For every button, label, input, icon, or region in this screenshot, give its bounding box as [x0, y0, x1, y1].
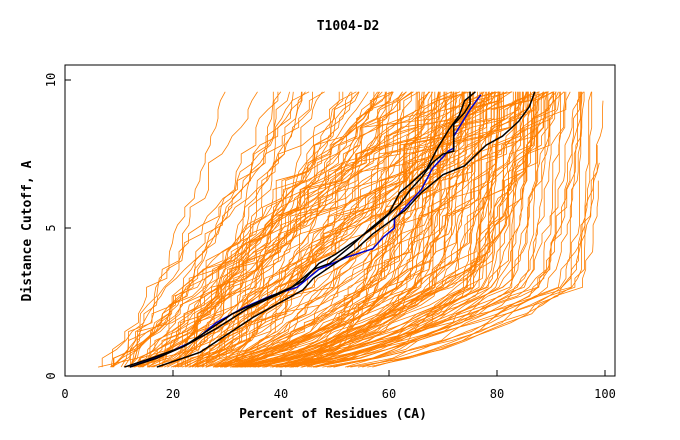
model-curve-86	[327, 180, 599, 368]
highlight-model-lines	[124, 91, 536, 368]
model-curve-129	[289, 91, 547, 368]
model-curve-178	[244, 91, 555, 368]
model-curve-98	[367, 91, 582, 368]
model-curve-183	[216, 91, 535, 368]
model-curve-125	[290, 91, 581, 368]
model-curve-25	[110, 91, 325, 368]
x-tick-label: 60	[382, 387, 396, 401]
model-curve-109	[346, 91, 544, 368]
model-curve-152	[188, 91, 483, 368]
model-curve-53	[147, 91, 403, 368]
model-curve-60	[164, 91, 344, 368]
model-curve-118	[262, 91, 580, 368]
model-curve-140	[239, 91, 536, 368]
model-curve-161	[213, 91, 464, 368]
model-curve-94	[241, 91, 531, 368]
model-curve-58	[139, 91, 310, 368]
model-curve-73	[322, 91, 534, 368]
model-curve-69	[162, 91, 279, 368]
model-curve-13	[111, 91, 439, 368]
model-curve-55	[101, 91, 302, 368]
x-axis-ticks: 0 20 40 60 80 100	[61, 370, 616, 401]
highlight-curve-3	[156, 91, 536, 368]
model-curve-164	[214, 91, 536, 368]
y-tick-label: 0	[44, 372, 58, 379]
model-curve-170	[174, 91, 489, 368]
model-curve-156	[200, 91, 471, 368]
model-curve-104	[329, 162, 600, 368]
model-curve-48	[141, 91, 369, 368]
model-curve-59	[160, 91, 394, 368]
model-curve-114	[295, 91, 458, 368]
model-curve-90	[350, 100, 604, 368]
model-curve-130	[372, 91, 561, 368]
model-curve-67	[167, 91, 383, 368]
model-curve-50	[180, 91, 313, 368]
highlight-curve-1	[129, 91, 476, 368]
model-curve-145	[198, 91, 513, 368]
model-curve-76	[289, 91, 425, 368]
model-curve-148	[205, 91, 523, 368]
model-curve-132	[284, 91, 425, 368]
model-curve-154	[170, 91, 463, 368]
model-curve-158	[215, 91, 534, 368]
model-curve-173	[223, 91, 529, 368]
model-curve-41	[138, 91, 483, 368]
model-curve-177	[196, 91, 472, 368]
x-tick-label: 20	[166, 387, 180, 401]
model-curve-51	[189, 91, 493, 368]
model-curve-141	[232, 91, 524, 368]
model-curve-78	[280, 91, 592, 368]
model-curve-62	[159, 91, 306, 368]
model-curve-24	[120, 91, 357, 368]
highlight-curve-2	[124, 91, 471, 368]
y-tick-label: 5	[44, 224, 58, 231]
model-curve-122	[315, 91, 548, 368]
model-curve-56	[113, 91, 282, 368]
plot-frame	[64, 64, 616, 377]
y-axis-ticks: 0 5 10	[44, 73, 71, 380]
model-curve-181	[231, 91, 548, 368]
model-curve-119	[357, 91, 593, 368]
x-tick-label: 0	[61, 387, 68, 401]
model-curve-87	[333, 91, 565, 368]
model-curve-172	[189, 91, 500, 368]
x-tick-label: 80	[490, 387, 504, 401]
model-curve-17	[113, 91, 226, 368]
x-axis-label: Percent of Residues (CA)	[239, 407, 427, 422]
model-curve-180	[177, 91, 433, 368]
model-curve-160	[222, 91, 528, 368]
model-curve-135	[301, 91, 554, 368]
y-axis-label: Distance Cutoff, A	[20, 160, 35, 301]
model-curve-70	[292, 91, 580, 368]
model-curve-155	[244, 91, 565, 368]
chart-title: T1004-D2	[317, 19, 380, 34]
model-curve-149	[236, 91, 560, 368]
model-curve-184	[225, 91, 520, 368]
x-tick-label: 40	[274, 387, 288, 401]
model-curve-142	[230, 91, 549, 368]
model-curve-167	[206, 91, 456, 368]
model-curve-174	[240, 91, 545, 368]
background-model-lines	[98, 91, 604, 368]
model-curve-182	[229, 91, 549, 368]
model-curve-44	[225, 91, 476, 368]
x-tick-label: 100	[594, 387, 616, 401]
y-tick-label: 10	[44, 73, 58, 87]
